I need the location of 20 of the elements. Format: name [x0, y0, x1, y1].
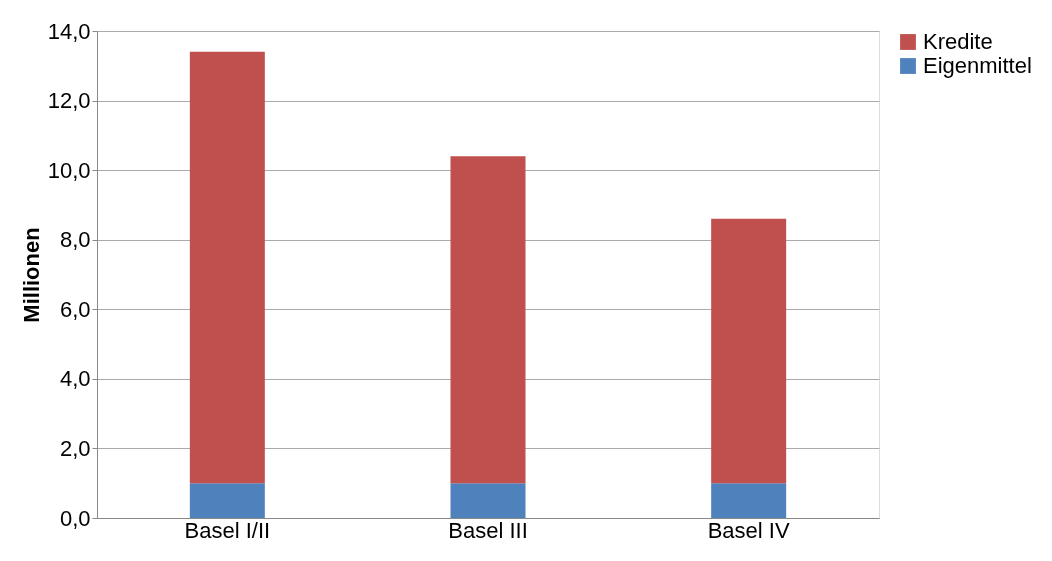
legend-label: Kredite [923, 29, 993, 54]
bar [450, 483, 526, 518]
legend-label: Eigenmittel [923, 53, 1032, 78]
bar [711, 218, 787, 484]
y-tick-label: 14,0 [47, 18, 91, 44]
y-tick-label: 10,0 [47, 157, 91, 183]
bar [711, 483, 787, 518]
y-tick-label: 0,0 [59, 505, 91, 531]
y-tick-label: 12,0 [47, 88, 91, 114]
x-tick-label: Basel IV [707, 517, 790, 543]
x-tick-label: Basel III [448, 517, 528, 543]
y-tick-label: 4,0 [59, 366, 91, 392]
y-tick-label: 8,0 [59, 227, 91, 253]
y-tick-label: 2,0 [59, 435, 91, 461]
bar [189, 51, 265, 484]
bar [450, 156, 526, 484]
x-tick-label: Basel I/II [184, 517, 271, 543]
y-axis-title: Millionen [18, 227, 44, 323]
bar [189, 483, 265, 518]
y-tick-label: 6,0 [59, 296, 91, 322]
